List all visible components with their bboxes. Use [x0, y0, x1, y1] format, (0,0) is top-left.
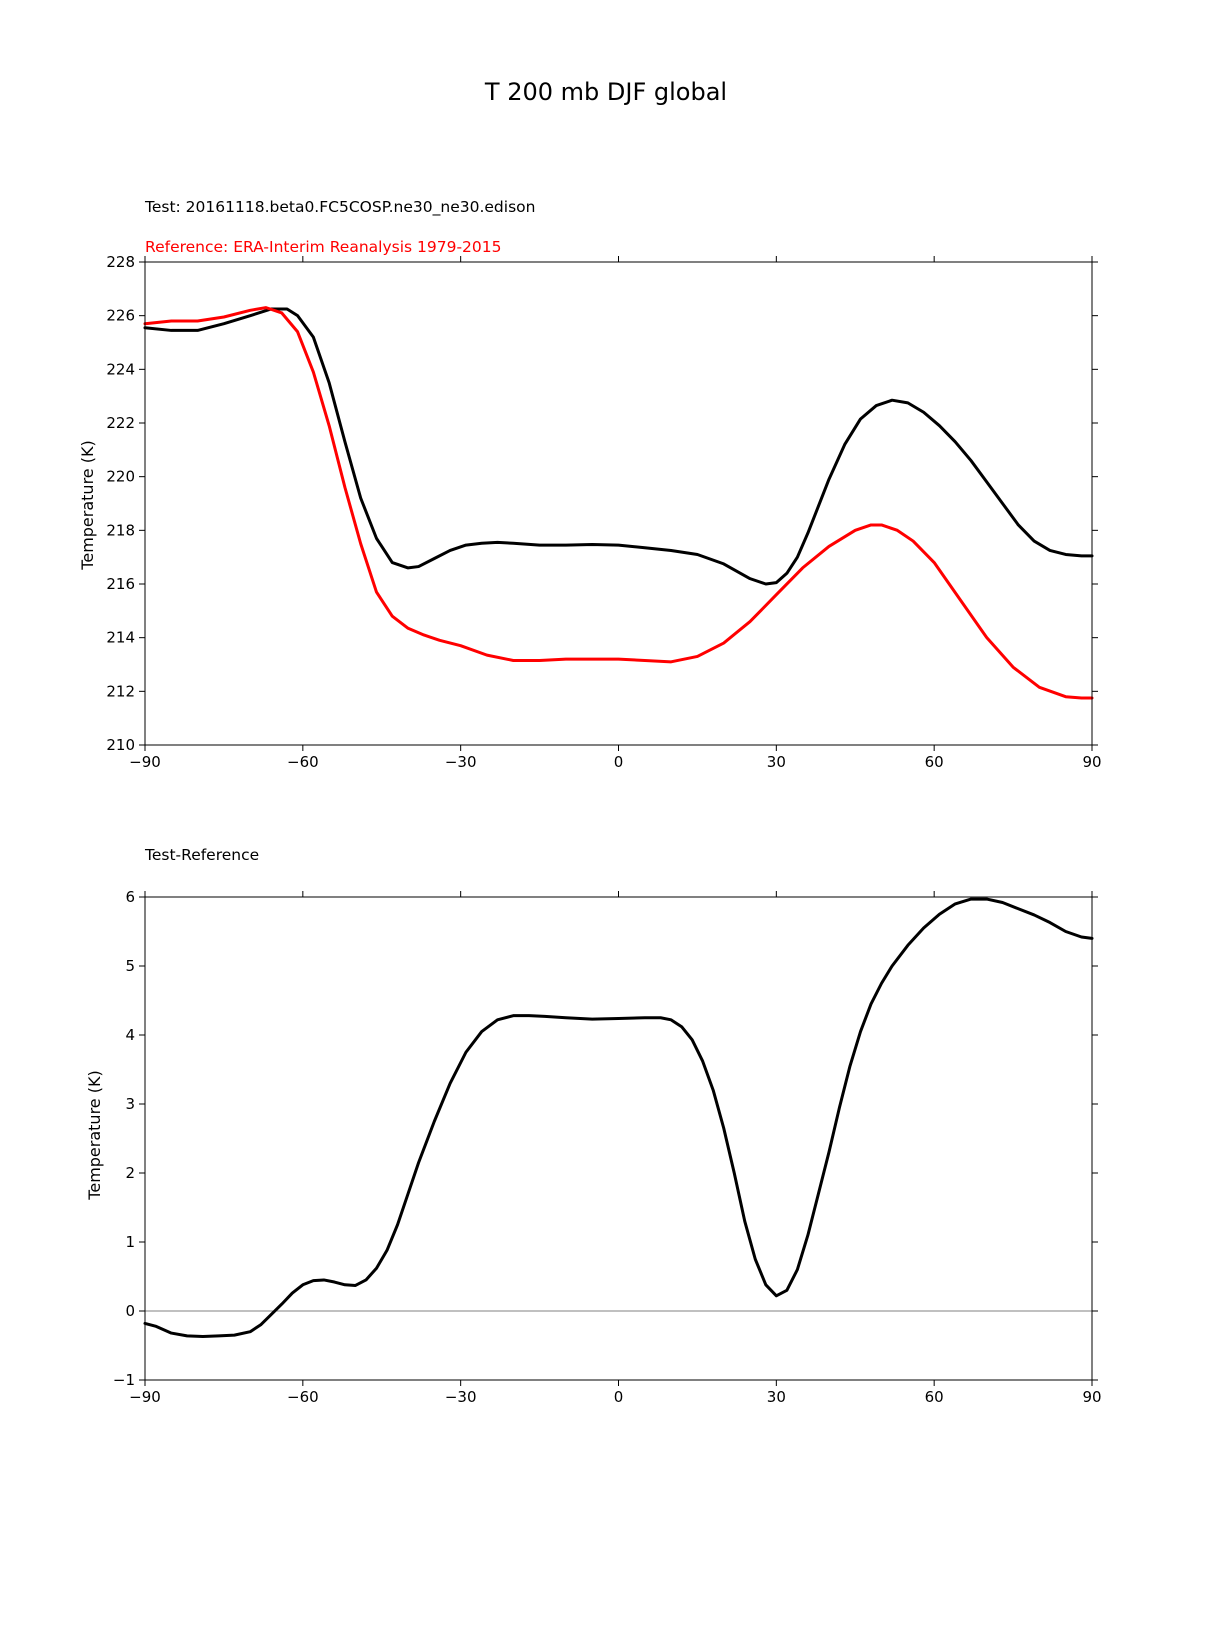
bottom-axes-ticks: −90 −60 −30 0 30 60 90 −1 0 1 2 3 4 5 6 [113, 888, 1102, 1406]
top-x-tick-label: 30 [767, 753, 786, 771]
top-y-tick-label: 214 [106, 629, 135, 647]
bottom-series-lines [143, 897, 1094, 1339]
top-x-tick-label: −30 [445, 753, 477, 771]
bottom-y-tick-label: 2 [125, 1164, 135, 1182]
bottom-x-tick-label: −90 [129, 1388, 161, 1406]
top-axes-ticks: −90 −60 −30 0 30 60 90 210 212 214 216 218 220 222 224… [106, 253, 1101, 771]
top-y-tick-label: 226 [106, 307, 135, 325]
top-x-tick-label: 60 [925, 753, 944, 771]
top-y-tick-label: 216 [106, 575, 135, 593]
top-y-tick-label: 228 [106, 253, 135, 271]
difference-label: Test-Reference [144, 846, 259, 864]
bottom-series-test-reference [143, 897, 1094, 1339]
bottom-y-tick-label: −1 [113, 1371, 135, 1389]
top-y-tick-label: 222 [106, 414, 135, 432]
top-series-lines [143, 306, 1094, 700]
top-plot-frame [144, 261, 1093, 746]
bottom-y-axis-label: Temperature (K) [85, 1070, 104, 1200]
top-series-reference [143, 306, 1094, 700]
bottom-x-tick-label: 30 [767, 1388, 786, 1406]
reference-label: Reference: ERA-Interim Reanalysis 1979-2… [145, 238, 502, 256]
bottom-panel: Test-Reference Temperature (K) −90 −60 −30… [85, 846, 1102, 1406]
figure-title: T 200 mb DJF global [484, 78, 727, 106]
top-series-test [143, 307, 1094, 586]
top-y-axis-label: Temperature (K) [78, 440, 97, 570]
top-y-tick-label: 218 [106, 521, 135, 539]
bottom-y-tick-label: 1 [125, 1233, 135, 1251]
bottom-y-tick-label: 4 [125, 1026, 135, 1044]
top-x-tick-label: 0 [614, 753, 624, 771]
bottom-x-tick-label: 60 [925, 1388, 944, 1406]
top-x-tick-label: −60 [287, 753, 319, 771]
bottom-y-tick-label: 3 [125, 1095, 135, 1113]
test-label: Test: 20161118.beta0.FC5COSP.ne30_ne30.e… [144, 198, 535, 217]
top-y-tick-label: 220 [106, 468, 135, 486]
top-panel: Test: 20161118.beta0.FC5COSP.ne30_ne30.e… [78, 198, 1102, 771]
bottom-plot-frame [144, 896, 1093, 1381]
bottom-y-tick-label: 0 [125, 1302, 135, 1320]
bottom-x-tick-label: 0 [614, 1388, 624, 1406]
top-x-tick-label: −90 [129, 753, 161, 771]
top-y-tick-label: 212 [106, 682, 135, 700]
bottom-y-tick-label: 6 [125, 888, 135, 906]
bottom-y-tick-label: 5 [125, 957, 135, 975]
top-y-tick-label: 224 [106, 360, 135, 378]
bottom-x-tick-label: −60 [287, 1388, 319, 1406]
bottom-x-tick-label: −30 [445, 1388, 477, 1406]
top-y-tick-label: 210 [106, 736, 135, 754]
top-x-tick-label: 90 [1082, 753, 1101, 771]
bottom-x-tick-label: 90 [1082, 1388, 1101, 1406]
